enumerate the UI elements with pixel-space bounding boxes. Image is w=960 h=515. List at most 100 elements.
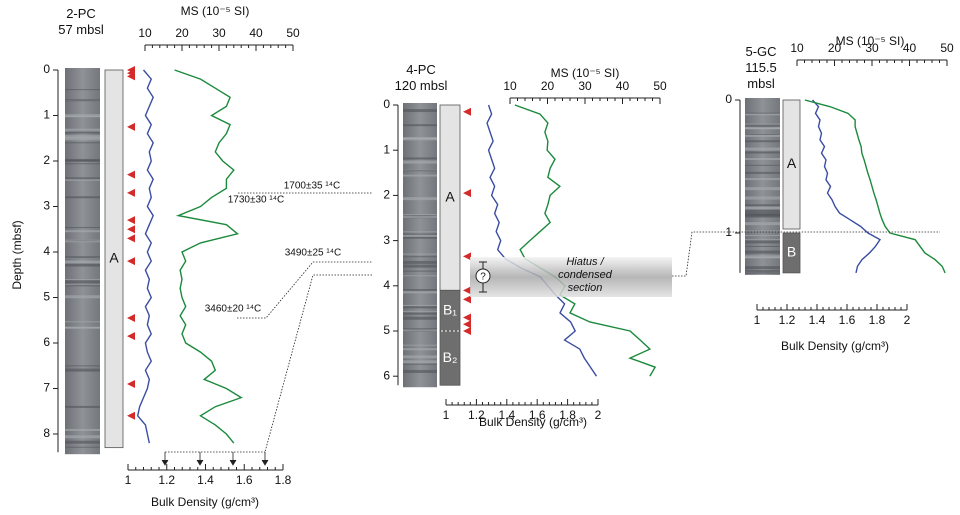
core-band	[403, 157, 437, 160]
curve	[174, 69, 243, 444]
x-tick-label: 1.8	[559, 408, 576, 422]
sample-marker	[463, 252, 471, 261]
sample-marker	[127, 332, 135, 341]
core-band	[745, 216, 780, 218]
panel-title: 5-GC	[745, 44, 777, 59]
core-band	[403, 270, 437, 272]
sample-marker	[127, 216, 135, 225]
core-band	[745, 123, 780, 125]
core-band	[745, 255, 780, 259]
y-tick-label: 0	[725, 92, 732, 106]
y-tick-label: 7	[43, 381, 50, 395]
unit-box	[104, 69, 124, 449]
core-band	[65, 326, 100, 329]
sample-marker	[127, 170, 135, 179]
core-band	[65, 260, 100, 264]
x-tick-label: 2	[595, 408, 602, 422]
x2-tick-label: 30	[865, 41, 879, 55]
core-band	[403, 235, 437, 238]
core-band	[65, 158, 100, 162]
core-band	[65, 178, 100, 181]
x2-tick-label: 40	[249, 26, 263, 40]
core-band	[65, 177, 100, 180]
core-band	[65, 196, 100, 199]
core-band	[403, 310, 437, 312]
core-band	[745, 172, 780, 174]
core-band	[65, 279, 100, 281]
y-axis-title: Depth (mbsf)	[10, 220, 24, 289]
core-band	[403, 170, 437, 172]
core-band	[65, 284, 100, 286]
core-band	[403, 329, 437, 332]
core-band	[745, 222, 780, 226]
core-band	[745, 239, 780, 241]
core-band	[403, 124, 437, 127]
core-band	[65, 446, 100, 448]
x2-tick-label: 50	[653, 79, 667, 93]
core-band	[403, 109, 437, 113]
x2-tick-label: 20	[828, 41, 842, 55]
core-band	[65, 428, 100, 431]
core-band	[65, 130, 100, 134]
core-band	[745, 113, 780, 116]
core-band	[745, 178, 780, 181]
core-band	[745, 187, 780, 191]
x-axis-title: Bulk Density (g/cm³)	[151, 495, 259, 509]
x-tick-label: 1.4	[197, 473, 214, 487]
unit-box	[782, 232, 801, 274]
core-band	[745, 230, 780, 232]
core-image	[403, 103, 437, 388]
core-band	[745, 212, 780, 215]
core-band	[65, 284, 100, 287]
sample-marker	[463, 313, 471, 322]
core-band	[403, 264, 437, 268]
core-band	[745, 164, 780, 166]
core-band	[745, 209, 780, 213]
core-band	[403, 215, 437, 219]
core-band	[403, 174, 437, 177]
x-tick-label: 2	[904, 313, 911, 327]
core-band	[745, 133, 780, 135]
panel-title: 2-PC	[66, 6, 96, 21]
y-tick-label: 1	[725, 225, 732, 239]
core-band	[745, 204, 780, 207]
core-band	[403, 215, 437, 217]
x-tick-label: 1	[125, 473, 132, 487]
x-tick-label: 1.6	[839, 313, 856, 327]
core-band	[745, 245, 780, 247]
x-tick-label: 1	[443, 408, 450, 422]
core-band	[745, 240, 780, 244]
y-tick-label: 0	[43, 62, 50, 76]
core-band	[745, 213, 780, 217]
core-band	[403, 312, 437, 315]
sample-marker	[127, 234, 135, 243]
core-band	[65, 240, 100, 243]
panel-title: 4-PC	[406, 62, 436, 77]
x-axis-title: Bulk Density (g/cm³)	[781, 339, 889, 353]
x2-tick-label: 40	[903, 41, 917, 55]
core-band	[65, 114, 100, 118]
arrows	[161, 452, 269, 466]
x2-tick-label: 10	[503, 79, 517, 93]
sample-marker	[127, 411, 135, 420]
y-tick-label: 6	[383, 368, 390, 382]
x-tick-label: 1.8	[869, 313, 886, 327]
x2-tick-label: 50	[940, 41, 954, 55]
connector	[264, 274, 372, 453]
curve	[514, 104, 657, 377]
core-band	[403, 344, 437, 346]
x-tick-label: 1.4	[809, 313, 826, 327]
core-band	[65, 321, 100, 323]
unit-label: A	[787, 155, 797, 171]
core-band	[65, 116, 100, 118]
core-band	[745, 270, 780, 273]
core-band	[745, 124, 780, 128]
core-band	[65, 435, 100, 439]
core-band	[65, 135, 100, 139]
x-tick-label: 1.2	[468, 408, 485, 422]
y-tick-label: 1	[383, 142, 390, 156]
unit-label: A	[109, 250, 119, 266]
annotation: 3490±25 ¹⁴C	[285, 248, 341, 259]
panel-subtitle: 115.5 mbsl	[745, 60, 777, 91]
